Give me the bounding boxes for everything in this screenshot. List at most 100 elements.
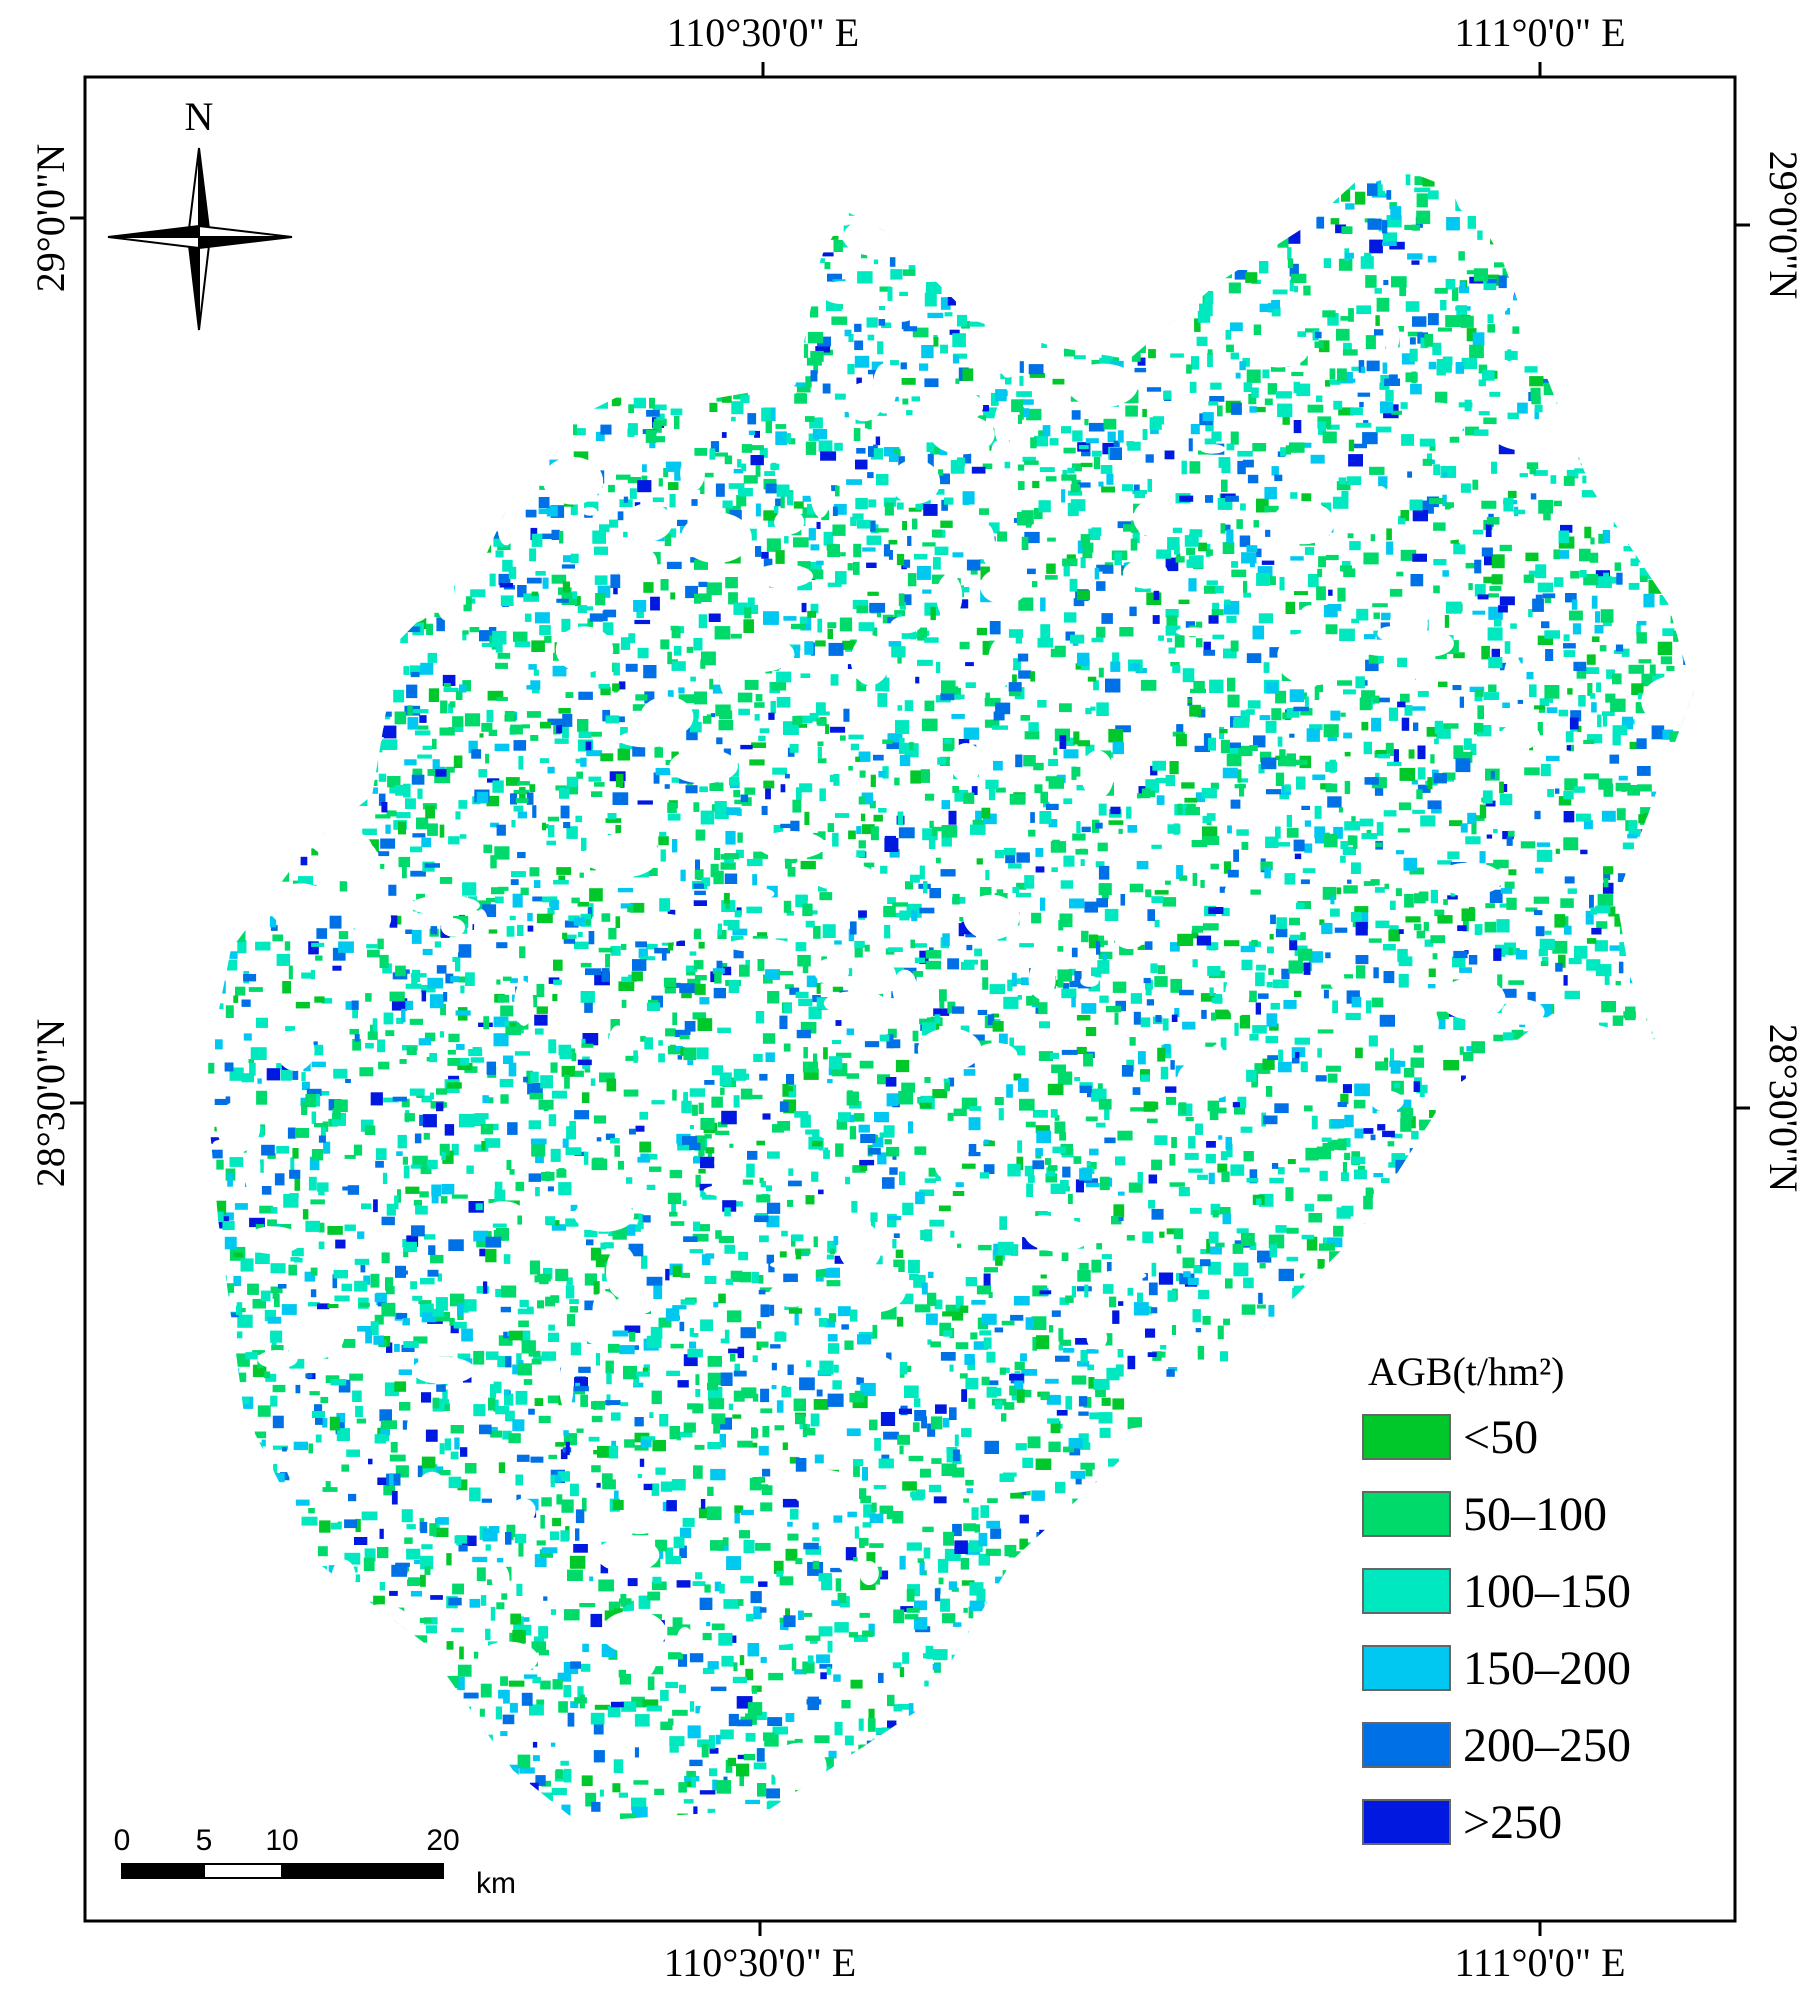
raster-cell: [1261, 560, 1275, 565]
raster-cell: [219, 748, 226, 757]
raster-cell: [298, 293, 309, 303]
raster-cell: [972, 1652, 982, 1663]
raster-cell: [1499, 781, 1504, 794]
raster-cell: [1181, 254, 1192, 268]
raster-cell: [1350, 1156, 1366, 1165]
raster-cell: [1384, 1247, 1398, 1256]
raster-cell: [443, 469, 454, 483]
raster-cell: [1028, 1775, 1044, 1786]
raster-cell: [658, 836, 669, 846]
raster-cell: [295, 1499, 310, 1506]
raster-cell: [1016, 391, 1032, 397]
raster-cell: [515, 798, 529, 803]
raster-cell: [1369, 239, 1383, 254]
raster-cell: [1398, 956, 1413, 967]
raster-cell: [386, 1621, 399, 1627]
raster-cell: [1534, 1311, 1548, 1325]
raster-cell: [472, 197, 482, 209]
raster-cell: [1366, 1000, 1372, 1014]
raster-cell: [1400, 1118, 1412, 1132]
raster-cell: [832, 1380, 842, 1390]
raster-cell: [557, 1672, 572, 1682]
raster-cell: [932, 827, 938, 837]
raster-cell: [1143, 1695, 1152, 1706]
raster-cell: [914, 943, 927, 948]
raster-cell: [1524, 1849, 1539, 1861]
raster-cell: [1371, 997, 1384, 1008]
raster-cell: [273, 610, 285, 618]
raster-cell: [1338, 258, 1353, 271]
raster-cell: [448, 1797, 463, 1810]
raster-cell: [1243, 990, 1257, 1003]
raster-cell: [1540, 763, 1551, 777]
raster-cell: [1104, 1137, 1116, 1144]
raster-cell: [591, 1465, 601, 1473]
raster-cell: [1632, 1778, 1643, 1788]
raster-cell: [1542, 593, 1556, 599]
raster-cell: [1589, 1204, 1597, 1210]
raster-cell: [821, 510, 830, 521]
raster-cell: [569, 1299, 579, 1304]
raster-cell: [1117, 1349, 1124, 1358]
raster-cell: [848, 928, 855, 942]
raster-cell: [1191, 1712, 1205, 1727]
raster-cell: [557, 1471, 570, 1482]
raster-cell: [1215, 1553, 1226, 1566]
raster-cell: [536, 983, 545, 997]
raster-cell: [805, 920, 815, 928]
raster-cell: [1367, 1304, 1378, 1312]
raster-cell: [753, 851, 769, 859]
raster-cell: [1544, 630, 1560, 639]
raster-cell: [339, 584, 344, 589]
raster-cell: [615, 773, 624, 788]
raster-cell: [744, 787, 756, 795]
raster-cell: [1696, 703, 1707, 716]
raster-cell: [997, 280, 1011, 290]
raster-cell: [1620, 1468, 1628, 1482]
raster-cell: [968, 1606, 974, 1619]
raster-cell: [1218, 1796, 1228, 1803]
raster-cell: [781, 1230, 788, 1237]
raster-cell: [704, 1831, 720, 1841]
raster-cell: [1606, 576, 1622, 584]
raster-cell: [544, 340, 559, 348]
raster-cell: [532, 1741, 538, 1748]
raster-cell: [1440, 1788, 1450, 1799]
raster-cell: [795, 393, 807, 398]
raster-cell: [480, 1595, 487, 1606]
raster-cell: [771, 462, 777, 471]
raster-cell: [1179, 989, 1194, 996]
raster-cell: [1202, 1316, 1211, 1325]
raster-cell: [1463, 917, 1469, 932]
raster-cell: [1528, 570, 1536, 577]
raster-cell: [1301, 160, 1313, 168]
raster-cell: [1591, 176, 1598, 185]
raster-cell: [534, 361, 550, 371]
raster-cell: [1419, 1186, 1434, 1197]
raster-cell: [629, 1128, 636, 1135]
raster-cell: [1126, 1235, 1135, 1241]
raster-cell: [1262, 1348, 1270, 1362]
raster-cell: [1197, 1601, 1211, 1606]
raster-cell: [241, 999, 251, 1007]
raster-cell: [1193, 240, 1205, 252]
raster-cell: [901, 378, 916, 385]
raster-cell: [1150, 963, 1158, 974]
raster-cell: [310, 1614, 322, 1627]
raster-cell: [468, 740, 478, 754]
raster-cell: [696, 1047, 709, 1060]
raster-cell: [321, 635, 328, 644]
raster-cell: [1103, 1333, 1113, 1346]
raster-cell: [1603, 878, 1609, 888]
raster-cell: [1130, 993, 1142, 1004]
raster-cell: [634, 619, 651, 625]
raster-cell: [1252, 1398, 1265, 1411]
raster-cell: [1477, 594, 1489, 600]
raster-cell: [1311, 1115, 1318, 1130]
raster-cell: [632, 744, 646, 757]
raster-cell: [323, 693, 333, 708]
raster-cell: [490, 1789, 503, 1800]
raster-cell: [692, 1581, 706, 1586]
raster-cell: [1588, 282, 1600, 296]
raster-cell: [355, 1405, 363, 1418]
